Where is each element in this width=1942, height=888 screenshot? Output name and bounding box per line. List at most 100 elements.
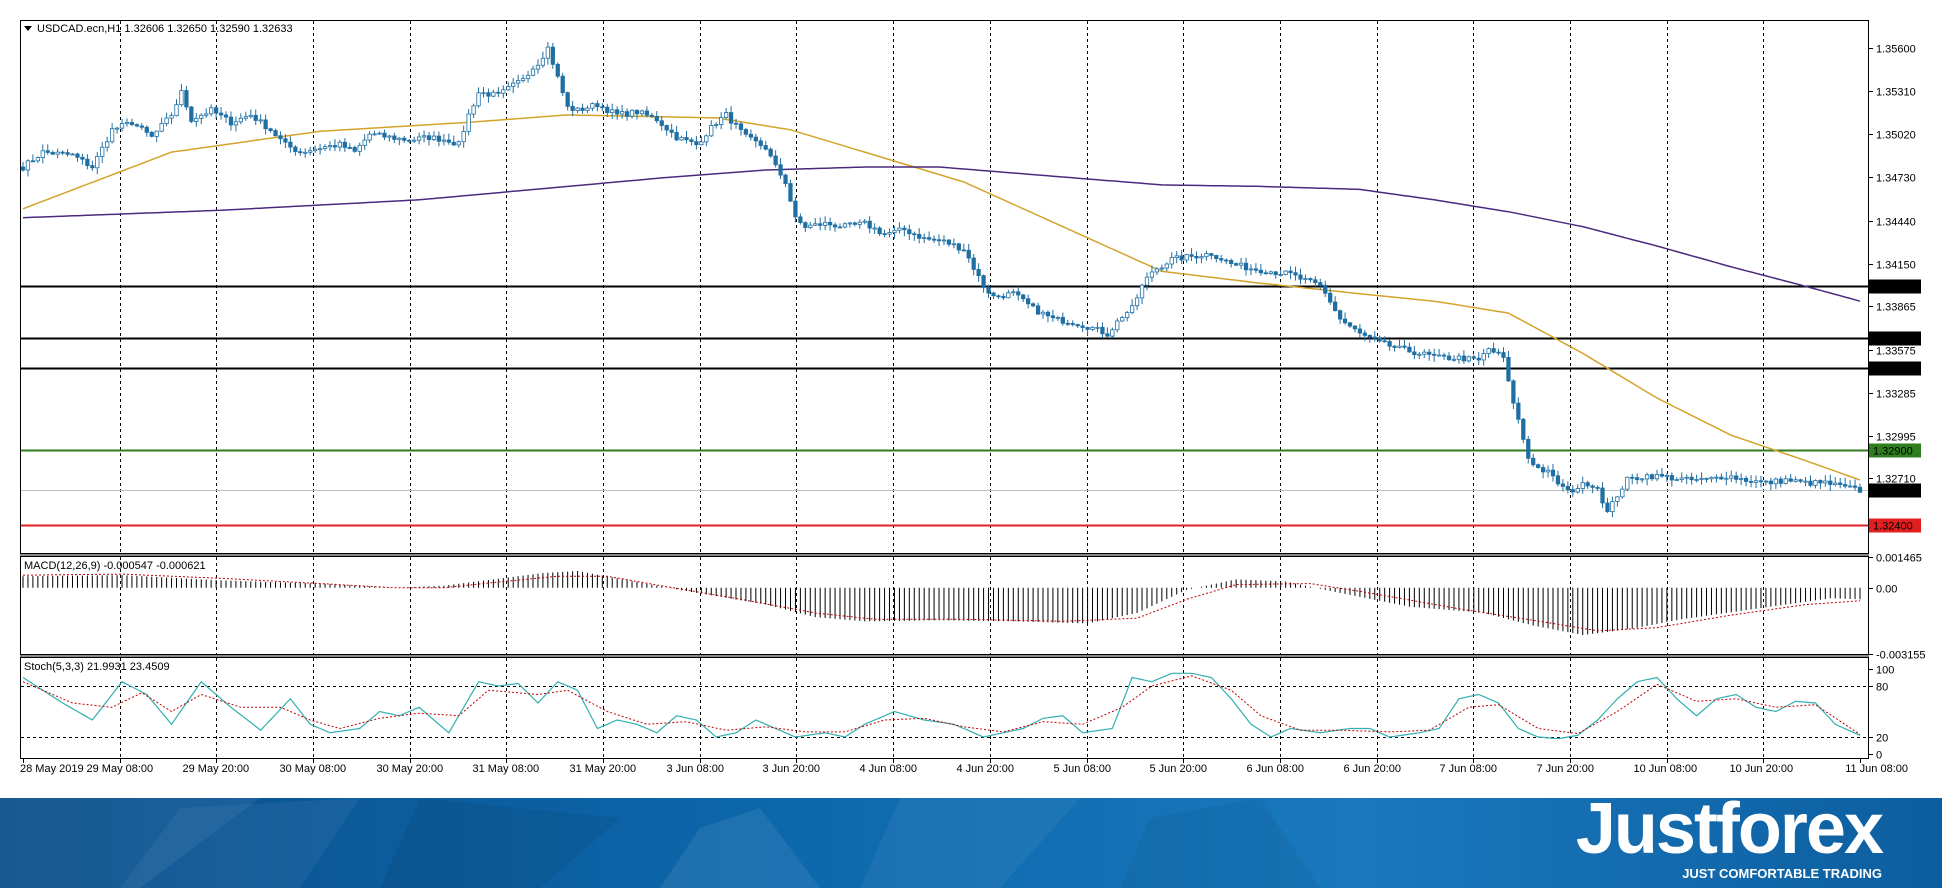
candle-body: [1674, 479, 1679, 481]
candle-body: [669, 129, 674, 133]
x-tick-label: 3 Jun 08:00: [667, 763, 725, 775]
candle-body: [1649, 474, 1655, 480]
candle-body: [1342, 318, 1348, 324]
candle-body: [65, 152, 70, 155]
macd-tick-label: 0.00: [1876, 584, 1897, 596]
candle-body: [540, 57, 546, 66]
candle-body: [40, 150, 45, 158]
candle-body: [421, 135, 427, 138]
candle-body: [981, 275, 986, 288]
candle-body: [1040, 311, 1046, 315]
candle-body: [1253, 268, 1259, 271]
candle-body: [1843, 484, 1848, 487]
candle-body: [456, 141, 461, 146]
candle-body: [1550, 469, 1556, 477]
candle-body: [1496, 351, 1501, 354]
candle-body: [332, 145, 338, 148]
candle-body: [1699, 477, 1704, 480]
candle-body: [1016, 291, 1021, 296]
candle-body: [1214, 255, 1219, 259]
candle-body: [204, 113, 209, 116]
candle-body: [471, 105, 476, 115]
candle-body: [1585, 482, 1590, 487]
candle-body: [1169, 257, 1174, 265]
symbol-info: USDCAD.ecn,H1 1.32606 1.32650 1.32590 1.…: [37, 23, 293, 35]
candle-body: [699, 141, 704, 146]
candle-body: [1318, 282, 1323, 286]
candle-body: [887, 232, 892, 235]
candle-body: [194, 117, 199, 122]
candle-body: [1377, 337, 1382, 342]
candle-body: [35, 157, 40, 162]
candle-body: [827, 221, 833, 226]
candle-body: [1229, 260, 1234, 264]
y-tick-label: 1.33575: [1876, 346, 1916, 358]
y-tick-label: 1.35310: [1876, 87, 1916, 99]
candle-body: [966, 249, 971, 259]
candle-body: [446, 139, 451, 143]
candle-body: [1293, 272, 1298, 276]
candle-body: [1313, 279, 1318, 283]
candle-body: [1773, 478, 1778, 485]
candle-body: [1838, 482, 1843, 485]
candle-body: [1659, 473, 1665, 477]
stoch-signal-line: [22, 675, 1861, 735]
candle-body: [1753, 480, 1759, 483]
candle-body: [169, 115, 174, 119]
candle-body: [1427, 351, 1432, 355]
candle-body: [1026, 298, 1031, 305]
candle-body: [1748, 481, 1754, 483]
macd-tick-label: -0.003155: [1876, 650, 1926, 662]
candle-body: [1045, 311, 1051, 317]
candle-body: [956, 243, 961, 251]
candle-body: [149, 131, 154, 137]
macd-label: MACD(12,26,9) -0.000547 -0.000621: [24, 560, 206, 572]
candle-body: [649, 114, 654, 117]
candle-body: [1194, 255, 1199, 259]
candle-body: [1288, 270, 1293, 274]
candle-body: [1709, 477, 1714, 480]
candle-body: [1412, 351, 1417, 356]
candle-body: [184, 90, 189, 108]
candle-body: [842, 223, 848, 228]
candle-body: [1387, 341, 1392, 347]
candle-body: [213, 107, 219, 114]
candle-body: [1248, 268, 1254, 271]
candle-body: [1625, 476, 1630, 490]
stoch-tick-label: 80: [1876, 682, 1888, 694]
candle-body: [352, 147, 357, 152]
candle-body: [545, 46, 550, 59]
current-price-tag: [1869, 483, 1921, 498]
candle-body: [1417, 353, 1422, 356]
candle-body: [1471, 356, 1476, 359]
candle-body: [684, 137, 689, 141]
candle-body: [1635, 477, 1640, 481]
candle-body: [416, 136, 422, 141]
candle-body: [90, 165, 95, 169]
candle-body: [1219, 258, 1224, 261]
candle-body: [694, 141, 699, 146]
candle-body: [322, 146, 328, 150]
candle-body: [1035, 305, 1041, 315]
candle-body: [1481, 353, 1486, 361]
candle-body: [441, 139, 447, 142]
dropdown-arrow-icon[interactable]: [24, 26, 32, 31]
y-tick-label: 1.35600: [1876, 44, 1916, 56]
candle-body: [1436, 354, 1442, 357]
candle-body: [639, 110, 645, 115]
candle-body: [1110, 329, 1115, 337]
candle-body: [1372, 336, 1377, 339]
candle-body: [1689, 476, 1694, 481]
candle-body: [897, 227, 902, 231]
candle-body: [917, 234, 922, 239]
candle-body: [1615, 496, 1620, 502]
candle-body: [1199, 256, 1204, 259]
candle-body: [823, 221, 828, 226]
candle-body: [342, 141, 347, 148]
candle-body: [961, 249, 966, 252]
y-tick-label: 1.33285: [1876, 389, 1916, 401]
candle-body: [1397, 345, 1402, 348]
price-level-tag: [1869, 518, 1921, 533]
candle-body: [629, 109, 635, 117]
candle-body: [293, 146, 298, 153]
